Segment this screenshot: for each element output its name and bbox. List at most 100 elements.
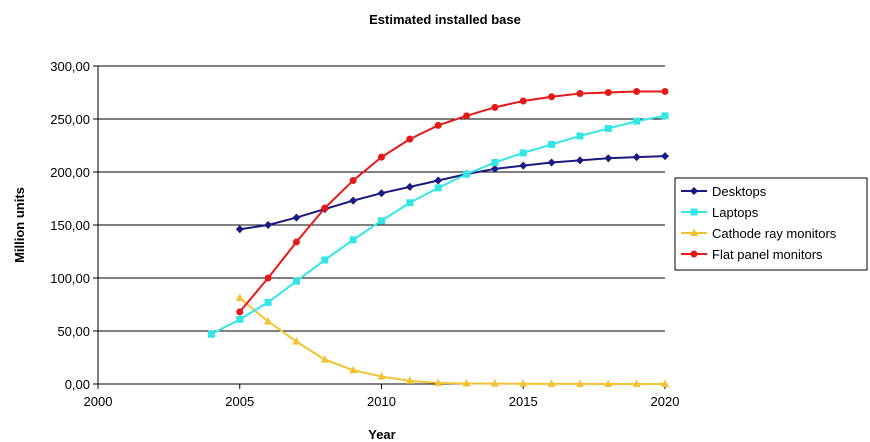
data-point (236, 308, 244, 316)
data-point (378, 217, 385, 225)
x-axis-title: Year (368, 427, 395, 442)
data-point (463, 112, 471, 120)
data-point (349, 236, 357, 244)
data-point (661, 87, 669, 95)
data-point (377, 372, 386, 380)
y-tick-label: 300,00 (50, 59, 90, 74)
data-point (575, 379, 584, 387)
data-point (349, 365, 358, 374)
data-point (378, 153, 385, 161)
legend-item: Flat panel monitors (681, 247, 823, 262)
x-tick-label: 2000 (84, 394, 113, 409)
data-point (349, 176, 357, 184)
data-point (434, 378, 443, 386)
data-point (632, 379, 641, 387)
y-axis-title: Million units (12, 187, 27, 263)
legend-swatch-marker (690, 250, 698, 258)
y-tick-labels: 0,00 50,00 100,00 150,00 200,00 250,00 300,00 (50, 59, 90, 392)
data-point (405, 182, 414, 191)
data-point (235, 293, 244, 302)
data-point (491, 158, 499, 166)
legend-swatch-marker (690, 228, 698, 236)
data-point (235, 225, 244, 234)
data-point (519, 149, 527, 157)
x-tick-labels: 2000 2005 2010 2015 2020 (84, 394, 680, 409)
data-point (321, 256, 329, 264)
data-point (491, 103, 499, 111)
data-point (462, 378, 471, 387)
data-point (632, 153, 641, 162)
data-point (264, 316, 273, 325)
y-tick-label: 200,00 (50, 165, 90, 180)
data-point (292, 238, 300, 246)
data-point (236, 315, 244, 323)
data-point (434, 184, 442, 192)
data-point (661, 112, 669, 120)
data-point (207, 330, 215, 338)
data-point (547, 158, 556, 167)
x-tick-label: 2005 (225, 394, 254, 409)
data-point (519, 161, 528, 170)
data-point (406, 135, 414, 143)
plot-area (207, 87, 669, 387)
y-tick-label: 100,00 (50, 271, 90, 286)
data-point (575, 156, 584, 165)
data-point (264, 298, 272, 306)
axes (93, 65, 666, 389)
chart-title: Estimated installed base (369, 12, 521, 27)
data-point (661, 379, 669, 387)
y-tick-label: 50,00 (57, 324, 90, 339)
series-desktops (235, 152, 669, 234)
legend-swatch-marker (690, 187, 698, 195)
data-point (661, 152, 669, 161)
legend: Desktops Laptops Cathode ray monitors Flat … (674, 177, 868, 271)
data-point (320, 355, 329, 363)
legend-label: Laptops (712, 205, 759, 220)
x-tick-label: 2010 (367, 394, 396, 409)
x-tick-label: 2015 (509, 394, 538, 409)
data-point (434, 176, 443, 185)
series-line (238, 90, 665, 313)
legend-label: Cathode ray monitors (712, 226, 837, 241)
legend-item: Laptops (681, 205, 759, 220)
data-point (519, 97, 527, 105)
data-point (604, 125, 612, 133)
series-laptops (207, 112, 669, 338)
y-tick-label: 250,00 (50, 112, 90, 127)
series-flat-panel-monitors (236, 87, 669, 316)
data-point (547, 379, 556, 387)
data-point (406, 199, 414, 207)
data-point (604, 89, 612, 96)
data-point (519, 379, 528, 387)
gridlines (98, 65, 665, 332)
data-point (548, 140, 556, 148)
data-point (633, 117, 641, 125)
data-point (604, 154, 613, 163)
data-point (490, 164, 499, 173)
data-point (292, 337, 301, 345)
series-line (239, 155, 666, 231)
data-point (434, 121, 442, 129)
legend-label: Flat panel monitors (712, 247, 823, 262)
data-point (292, 213, 301, 222)
data-point (548, 93, 556, 101)
series-cathode-ray-monitors (235, 293, 669, 387)
data-point (490, 379, 499, 387)
x-tick-label: 2020 (651, 394, 680, 409)
legend-item: Cathode ray monitors (681, 226, 837, 241)
y-tick-label: 150,00 (50, 218, 90, 233)
data-point (576, 132, 584, 140)
y-tick-label: 0,00 (65, 377, 90, 392)
data-point (463, 170, 471, 178)
legend-swatch-marker (690, 208, 698, 216)
data-point (349, 196, 358, 205)
data-point (405, 376, 414, 384)
data-point (264, 274, 272, 282)
data-point (292, 277, 300, 285)
data-point (576, 90, 584, 98)
series-line (239, 297, 665, 385)
data-point (264, 221, 273, 229)
data-point (377, 189, 386, 198)
legend-label: Desktops (712, 184, 767, 199)
